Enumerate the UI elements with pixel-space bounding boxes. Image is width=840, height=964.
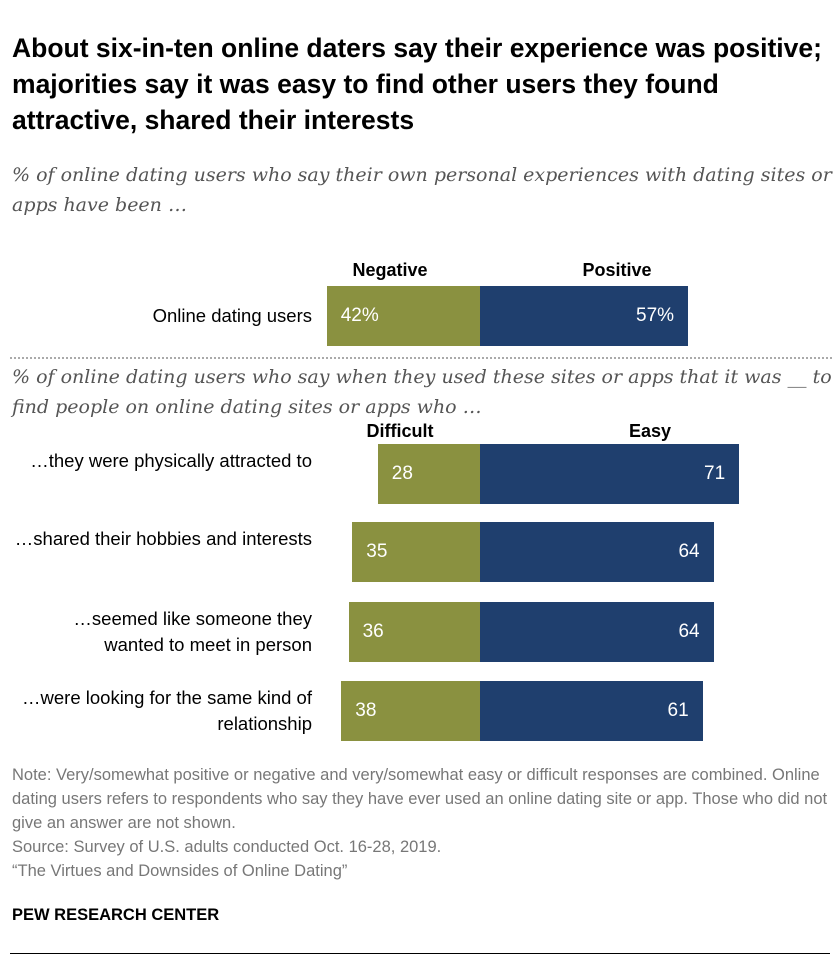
value-label: 36 [362, 621, 384, 642]
source: Source: Survey of U.S. adults conducted … [12, 838, 442, 856]
bar-difficult [348, 602, 480, 662]
header-easy: Easy [628, 421, 672, 441]
value-label: 64 [678, 541, 700, 562]
subtitle-1: % of online dating users who say their o… [12, 164, 832, 216]
value-label: 64 [678, 621, 700, 642]
row-label: …they were physically attracted to [30, 450, 312, 471]
bar-difficult [341, 681, 480, 741]
subtitle-2: % of online dating users who say when th… [12, 366, 832, 418]
divider [10, 357, 832, 359]
bar-difficult [352, 522, 480, 582]
bottom-rule [10, 953, 830, 954]
header-difficult: Difficult [366, 421, 434, 441]
bar-easy [480, 444, 740, 504]
row-label: Online dating users [152, 305, 312, 326]
bar-easy [480, 681, 703, 741]
bar-easy [480, 602, 714, 662]
brand-logo-text: PEW RESEARCH CENTER [12, 906, 220, 924]
header-negative: Negative [352, 260, 428, 280]
value-label: 42% [340, 305, 379, 326]
bar-positive [480, 286, 689, 346]
value-label: 61 [667, 700, 689, 721]
value-label: 38 [355, 700, 377, 721]
value-label: 57% [636, 305, 675, 326]
bar-negative [326, 286, 480, 346]
footnotes: Note: Very/somewhat positive or negative… [12, 763, 832, 883]
bar-difficult [377, 444, 480, 504]
note: Note: Very/somewhat positive or negative… [12, 766, 828, 832]
row-label: …seemed like someone they wanted to meet… [73, 608, 312, 655]
row-label: …were looking for the same kind of relat… [22, 687, 312, 734]
bar-easy [480, 522, 714, 582]
value-label: 35 [366, 541, 388, 562]
header-positive: Positive [582, 260, 652, 280]
chart-title: About six-in-ten online daters say their… [12, 33, 822, 135]
value-label: 28 [391, 463, 413, 484]
value-label: 71 [704, 463, 726, 484]
report-title: “The Virtues and Downsides of Online Dat… [12, 862, 348, 880]
row-label: …shared their hobbies and interests [14, 528, 312, 549]
